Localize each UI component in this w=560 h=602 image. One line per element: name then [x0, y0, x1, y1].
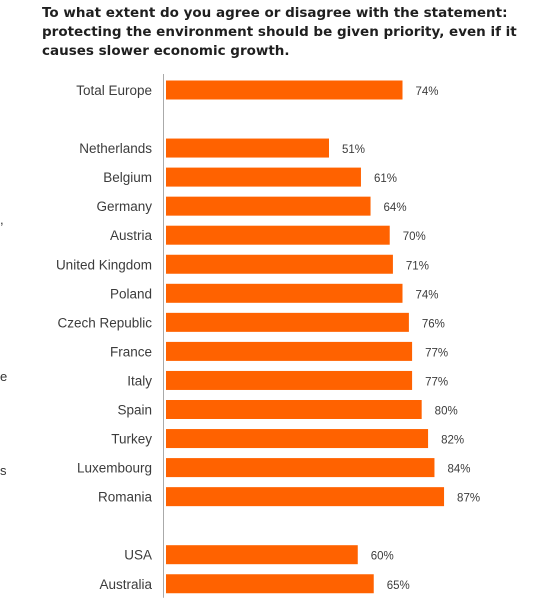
value-label: 60%: [371, 551, 394, 563]
bar: [166, 138, 329, 158]
value-label: 70%: [403, 231, 426, 243]
value-label: 80%: [435, 406, 458, 418]
bar: [166, 80, 403, 100]
category-label: France: [110, 344, 152, 359]
value-label: 61%: [374, 173, 397, 185]
bar: [166, 254, 393, 274]
value-label: 77%: [425, 376, 448, 388]
bar: [166, 283, 403, 303]
category-label: Poland: [110, 286, 152, 301]
bar: [166, 341, 413, 361]
bar: [166, 400, 422, 419]
value-label: 64%: [384, 202, 407, 214]
cropped-text-fragment: ,: [0, 212, 4, 227]
bar: [166, 574, 374, 594]
bar: [166, 370, 413, 390]
category-label: Total Europe: [76, 83, 152, 98]
cropped-text-fragment: e: [0, 369, 8, 384]
value-label: 74%: [416, 289, 439, 301]
category-label: USA: [124, 548, 152, 563]
bars: [166, 80, 445, 594]
value-label: 77%: [425, 347, 448, 359]
value-label: 71%: [406, 260, 429, 272]
value-labels: 74% 51% 61% 64% 70% 71% 74% 76% 77% 77% 80% 82% 84% 8…: [342, 86, 480, 592]
value-label: 82%: [441, 435, 464, 447]
bar: [166, 545, 358, 565]
bar: [166, 312, 409, 332]
category-label: Netherlands: [79, 141, 152, 156]
category-label: Romania: [98, 490, 153, 505]
bar: [166, 196, 371, 216]
category-label: Germany: [96, 199, 152, 214]
bar: [166, 225, 390, 245]
category-label: United Kingdom: [56, 257, 152, 272]
category-label: Italy: [127, 373, 152, 388]
value-label: 74%: [416, 86, 439, 98]
value-label: 76%: [422, 318, 445, 330]
category-label: Turkey: [111, 432, 152, 447]
value-label: 51%: [342, 144, 365, 156]
cropped-text-fragment: s: [0, 463, 7, 478]
bar: [166, 458, 435, 478]
category-label: Luxembourg: [77, 461, 152, 476]
category-labels: Total Europe Netherlands Belgium Germany Aus…: [56, 83, 153, 592]
bar: [166, 487, 445, 507]
category-label: Belgium: [103, 170, 152, 185]
value-label: 87%: [457, 493, 480, 505]
category-label: Czech Republic: [57, 315, 152, 330]
chart-title: To what extent do you agree or disagree …: [42, 5, 517, 59]
category-label: Australia: [99, 577, 152, 592]
category-label: Austria: [110, 228, 153, 243]
value-label: 65%: [387, 580, 410, 592]
category-label: Spain: [117, 403, 152, 418]
value-label: 84%: [447, 464, 470, 476]
bar: [166, 167, 361, 187]
bar: [166, 429, 429, 449]
